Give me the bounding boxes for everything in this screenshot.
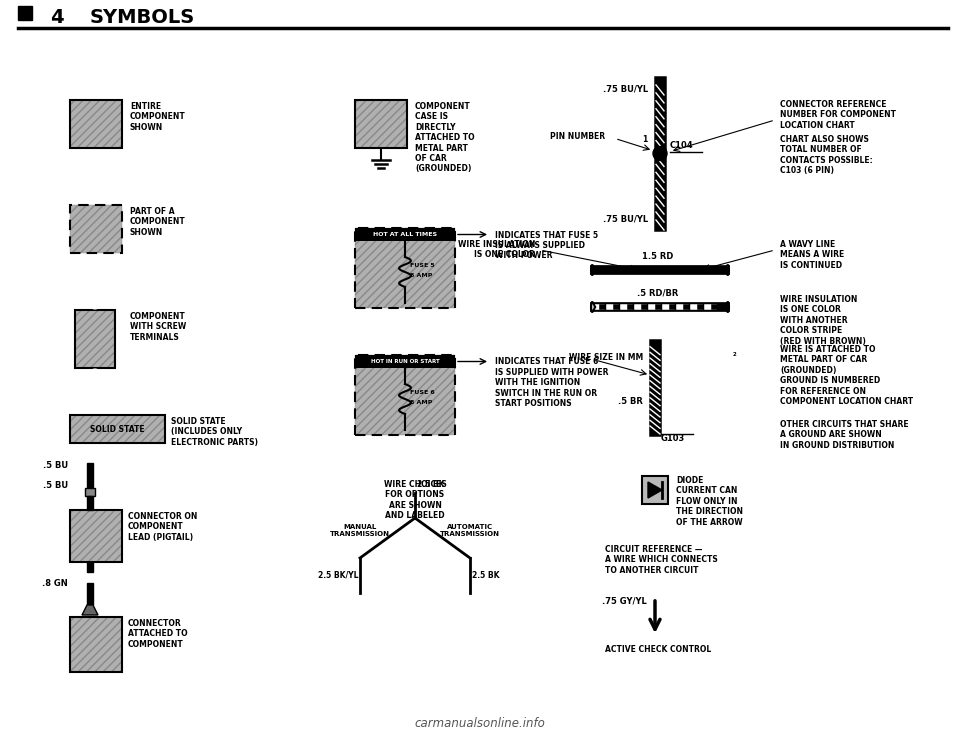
Text: 2.5 BK: 2.5 BK [472, 571, 499, 580]
Bar [355, 228, 455, 308]
Text: WIRE IS ATTACHED TO
METAL PART OF CAR
(GROUNDED)
GROUND IS NUMBERED
FOR REFERENC: WIRE IS ATTACHED TO METAL PART OF CAR (G… [780, 345, 913, 406]
Text: PART OF A
COMPONENT
SHOWN: PART OF A COMPONENT SHOWN [130, 207, 185, 236]
Polygon shape [82, 605, 98, 615]
Text: WIRE CHOICES
FOR OPTIONS
ARE SHOWN
AND LABELED: WIRE CHOICES FOR OPTIONS ARE SHOWN AND L… [384, 480, 446, 520]
Bar [355, 228, 455, 308]
Text: ENTIRE
COMPONENT
SHOWN: ENTIRE COMPONENT SHOWN [130, 102, 185, 132]
Text: 2.5 BK: 2.5 BK [417, 480, 444, 489]
Bar [355, 228, 455, 308]
Bar [70, 415, 165, 443]
Bar [75, 310, 115, 368]
Bar [355, 355, 455, 435]
Bar [355, 100, 407, 148]
Text: FUSE 6: FUSE 6 [410, 390, 435, 395]
Text: CIRCUIT REFERENCE —
A WIRE WHICH CONNECTS
TO ANOTHER CIRCUIT: CIRCUIT REFERENCE — A WIRE WHICH CONNECT… [605, 545, 718, 575]
Text: WIRE INSULATION
IS ONE COLOR: WIRE INSULATION IS ONE COLOR [458, 240, 535, 260]
Text: WIRE INSULATION
IS ONE COLOR
WITH ANOTHER
COLOR STRIPE
(RED WITH BROWN): WIRE INSULATION IS ONE COLOR WITH ANOTHE… [780, 295, 866, 345]
Text: HOT AT ALL TIMES: HOT AT ALL TIMES [372, 232, 437, 237]
Text: .5 BU: .5 BU [43, 481, 68, 490]
Bar [75, 310, 115, 368]
Text: C104: C104 [670, 142, 694, 151]
Circle shape [89, 369, 101, 380]
Polygon shape [648, 482, 662, 498]
Bar [355, 100, 407, 148]
Text: .5 BR: .5 BR [618, 398, 643, 407]
Text: FUSE 5: FUSE 5 [410, 263, 435, 268]
Bar [355, 100, 407, 148]
Text: 2: 2 [733, 352, 736, 357]
Bar [70, 205, 122, 253]
Text: 8 AMP: 8 AMP [410, 273, 432, 278]
Bar [87, 583, 93, 605]
Text: PIN NUMBER: PIN NUMBER [550, 132, 605, 141]
Bar [642, 476, 668, 504]
Text: CONNECTOR REFERENCE
NUMBER FOR COMPONENT
LOCATION CHART: CONNECTOR REFERENCE NUMBER FOR COMPONENT… [780, 100, 896, 130]
Text: SYMBOLS: SYMBOLS [90, 8, 195, 27]
Text: SOLID STATE
(INCLUDES ONLY
ELECTRONIC PARTS): SOLID STATE (INCLUDES ONLY ELECTRONIC PA… [171, 417, 258, 447]
Circle shape [653, 146, 667, 160]
Text: .5 RD/BR: .5 RD/BR [637, 289, 679, 298]
Text: G103: G103 [661, 434, 685, 443]
Text: COMPONENT
CASE IS
DIRECTLY
ATTACHED TO
METAL PART
OF CAR
(GROUNDED): COMPONENT CASE IS DIRECTLY ATTACHED TO M… [415, 102, 474, 173]
Text: 1: 1 [642, 134, 647, 143]
Text: .75 BU/YL: .75 BU/YL [603, 214, 648, 223]
Text: .75 GY/YL: .75 GY/YL [602, 596, 647, 605]
Text: INDICATES THAT FUSE 5
IS ALWAYS SUPPLIED
WITH POWER: INDICATES THAT FUSE 5 IS ALWAYS SUPPLIED… [495, 231, 598, 260]
Text: 8 AMP: 8 AMP [410, 400, 432, 405]
Bar [70, 205, 122, 253]
Bar [355, 355, 455, 435]
Text: A WAVY LINE
MEANS A WIRE
IS CONTINUED: A WAVY LINE MEANS A WIRE IS CONTINUED [780, 240, 844, 270]
Text: .5 BU: .5 BU [43, 461, 68, 470]
Bar [70, 100, 122, 148]
Text: .75 BU/YL: .75 BU/YL [603, 84, 648, 93]
Bar [85, 488, 95, 496]
Text: 1.5 RD: 1.5 RD [642, 252, 674, 261]
Bar [70, 510, 122, 562]
Bar [355, 355, 455, 435]
Bar [70, 100, 122, 148]
Text: 4: 4 [50, 8, 63, 27]
Text: DIODE
CURRENT CAN
FLOW ONLY IN
THE DIRECTION
OF THE ARROW: DIODE CURRENT CAN FLOW ONLY IN THE DIREC… [676, 476, 743, 527]
Text: carmanualsonline.info: carmanualsonline.info [415, 717, 545, 730]
Text: AUTOMATIC
TRANSMISSION: AUTOMATIC TRANSMISSION [440, 524, 500, 537]
Bar [70, 415, 165, 443]
Bar [70, 617, 122, 672]
Bar [87, 496, 93, 510]
Bar [70, 415, 165, 443]
Bar [70, 510, 122, 562]
Text: HOT IN RUN OR START: HOT IN RUN OR START [371, 359, 440, 364]
Text: .8 GN: .8 GN [42, 578, 68, 588]
Text: COMPONENT
WITH SCREW
TERMINALS: COMPONENT WITH SCREW TERMINALS [130, 312, 186, 342]
Text: WIRE SIZE IN MM: WIRE SIZE IN MM [568, 354, 643, 363]
Bar [70, 510, 122, 562]
Bar [70, 617, 122, 672]
Bar [87, 463, 93, 488]
Bar [18, 6, 32, 20]
Circle shape [89, 298, 101, 309]
Bar [70, 205, 122, 253]
Bar [355, 355, 455, 368]
Text: 2.5 BK/YL: 2.5 BK/YL [318, 571, 358, 580]
Bar [70, 617, 122, 672]
Bar [355, 228, 455, 241]
Text: CHART ALSO SHOWS
TOTAL NUMBER OF
CONTACTS POSSIBLE:
C103 (6 PIN): CHART ALSO SHOWS TOTAL NUMBER OF CONTACT… [780, 135, 873, 175]
Bar [70, 100, 122, 148]
Text: INDICATES THAT FUSE 6
IS SUPPLIED WITH POWER
WITH THE IGNITION
SWITCH IN THE RUN: INDICATES THAT FUSE 6 IS SUPPLIED WITH P… [495, 357, 609, 408]
Text: SOLID STATE: SOLID STATE [90, 424, 145, 433]
Bar [87, 562, 93, 572]
Text: MANUAL
TRANSMISSION: MANUAL TRANSMISSION [330, 524, 390, 537]
Text: ACTIVE CHECK CONTROL: ACTIVE CHECK CONTROL [605, 645, 711, 654]
Text: CONNECTOR
ATTACHED TO
COMPONENT: CONNECTOR ATTACHED TO COMPONENT [128, 619, 187, 649]
Bar [75, 310, 115, 368]
Text: CONNECTOR ON
COMPONENT
LEAD (PIGTAIL): CONNECTOR ON COMPONENT LEAD (PIGTAIL) [128, 512, 198, 542]
Text: OTHER CIRCUITS THAT SHARE
A GROUND ARE SHOWN
IN GROUND DISTRIBUTION: OTHER CIRCUITS THAT SHARE A GROUND ARE S… [780, 420, 908, 450]
